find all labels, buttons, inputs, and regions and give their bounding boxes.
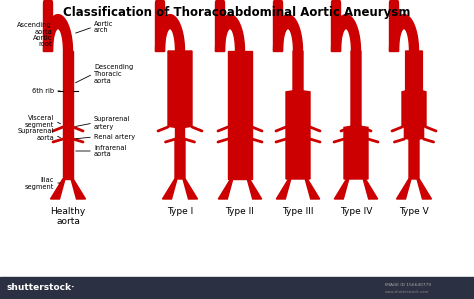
Polygon shape <box>286 51 310 179</box>
Polygon shape <box>216 0 225 3</box>
Polygon shape <box>163 179 177 199</box>
Text: Ascending
aorta: Ascending aorta <box>18 22 52 36</box>
Polygon shape <box>390 0 399 3</box>
Polygon shape <box>51 179 65 199</box>
Polygon shape <box>417 179 431 199</box>
Polygon shape <box>331 15 361 51</box>
Polygon shape <box>168 51 192 179</box>
Polygon shape <box>63 51 73 179</box>
Polygon shape <box>363 179 378 199</box>
Polygon shape <box>183 179 198 199</box>
Bar <box>0 277 474 299</box>
Polygon shape <box>155 15 184 51</box>
Text: Aortic
arch: Aortic arch <box>94 21 113 33</box>
Text: Suprarenal
artery: Suprarenal artery <box>94 117 130 129</box>
Text: Type II: Type II <box>226 207 255 216</box>
Polygon shape <box>216 3 225 51</box>
Polygon shape <box>305 179 319 199</box>
Text: shutterstock·: shutterstock· <box>7 283 75 292</box>
Text: Suprarenal
aorta: Suprarenal aorta <box>18 129 54 141</box>
Polygon shape <box>402 51 426 179</box>
Polygon shape <box>247 179 262 199</box>
Text: Type V: Type V <box>399 207 429 216</box>
Polygon shape <box>390 3 399 51</box>
Polygon shape <box>331 0 340 3</box>
Text: Iliac
segment: Iliac segment <box>25 176 54 190</box>
Text: Type IV: Type IV <box>340 207 372 216</box>
Polygon shape <box>344 51 368 179</box>
Polygon shape <box>396 179 411 199</box>
Text: Healthy
aorta: Healthy aorta <box>50 207 86 226</box>
Polygon shape <box>331 3 340 51</box>
Polygon shape <box>276 179 291 199</box>
Polygon shape <box>228 51 252 179</box>
Polygon shape <box>44 15 73 51</box>
Text: Aortic
root: Aortic root <box>33 34 52 48</box>
Text: Type III: Type III <box>282 207 314 216</box>
Text: Descending
Thoracic
aorta: Descending Thoracic aorta <box>94 64 133 84</box>
Polygon shape <box>273 15 302 51</box>
Polygon shape <box>390 15 419 51</box>
Polygon shape <box>44 0 53 3</box>
Polygon shape <box>44 3 53 51</box>
Polygon shape <box>273 0 283 3</box>
Text: Infrarenal
aorta: Infrarenal aorta <box>94 144 127 158</box>
Text: Classification of Thoracoabdominal Aortic Aneurysm: Classification of Thoracoabdominal Aorti… <box>64 6 410 19</box>
Text: Renal artery: Renal artery <box>94 134 135 140</box>
Polygon shape <box>273 3 283 51</box>
Polygon shape <box>71 179 85 199</box>
Polygon shape <box>216 15 245 51</box>
Text: 6th rib: 6th rib <box>32 88 54 94</box>
Polygon shape <box>155 3 164 51</box>
Polygon shape <box>334 179 349 199</box>
Polygon shape <box>219 179 233 199</box>
Text: IMAGE ID 156640779: IMAGE ID 156640779 <box>385 283 431 287</box>
Text: Type I: Type I <box>167 207 193 216</box>
Text: Visceral
segment: Visceral segment <box>25 115 54 127</box>
Polygon shape <box>155 0 164 3</box>
Text: www.shutterstock.com: www.shutterstock.com <box>385 290 429 294</box>
